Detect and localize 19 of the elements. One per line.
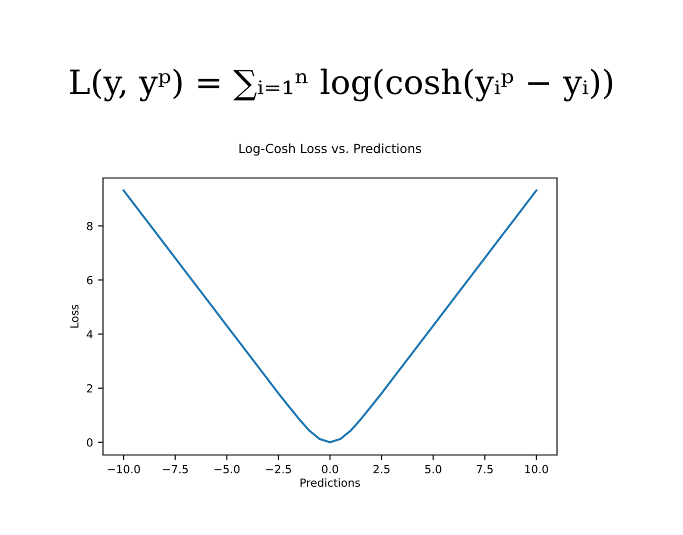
- text: L(y, yᵖ) = ∑ᵢ₌₁ⁿ log(cosh(yᵢᵖ − yᵢ)): [70, 68, 612, 102]
- x-tick-label: 0.0: [322, 464, 338, 474]
- x-tick-label: 2.5: [374, 464, 390, 474]
- x-tick-label: −2.5: [266, 464, 291, 474]
- x-tick-label: −7.5: [162, 465, 188, 474]
- x-tick-label: 10.0: [525, 464, 548, 474]
- y-tick-label: 6: [86, 276, 93, 284]
- x-tick-label: −10.0: [108, 464, 140, 474]
- y-axis-title: Loss: [70, 304, 78, 328]
- x-tick-label: 7.5: [476, 465, 493, 474]
- x-tick-label: −5.0: [214, 464, 240, 474]
- y-tick-label: 0: [86, 438, 93, 447]
- x-tick-label: 5.0: [425, 464, 442, 474]
- chart-title: Log-Cosh Loss vs. Predictions: [239, 144, 422, 156]
- y-tick-label: 8: [86, 222, 93, 230]
- y-tick-label: 2: [87, 384, 92, 392]
- x-axis-title: Predictions: [300, 478, 360, 487]
- y-tick-label: 4: [86, 330, 93, 338]
- line-series: [122, 189, 538, 444]
